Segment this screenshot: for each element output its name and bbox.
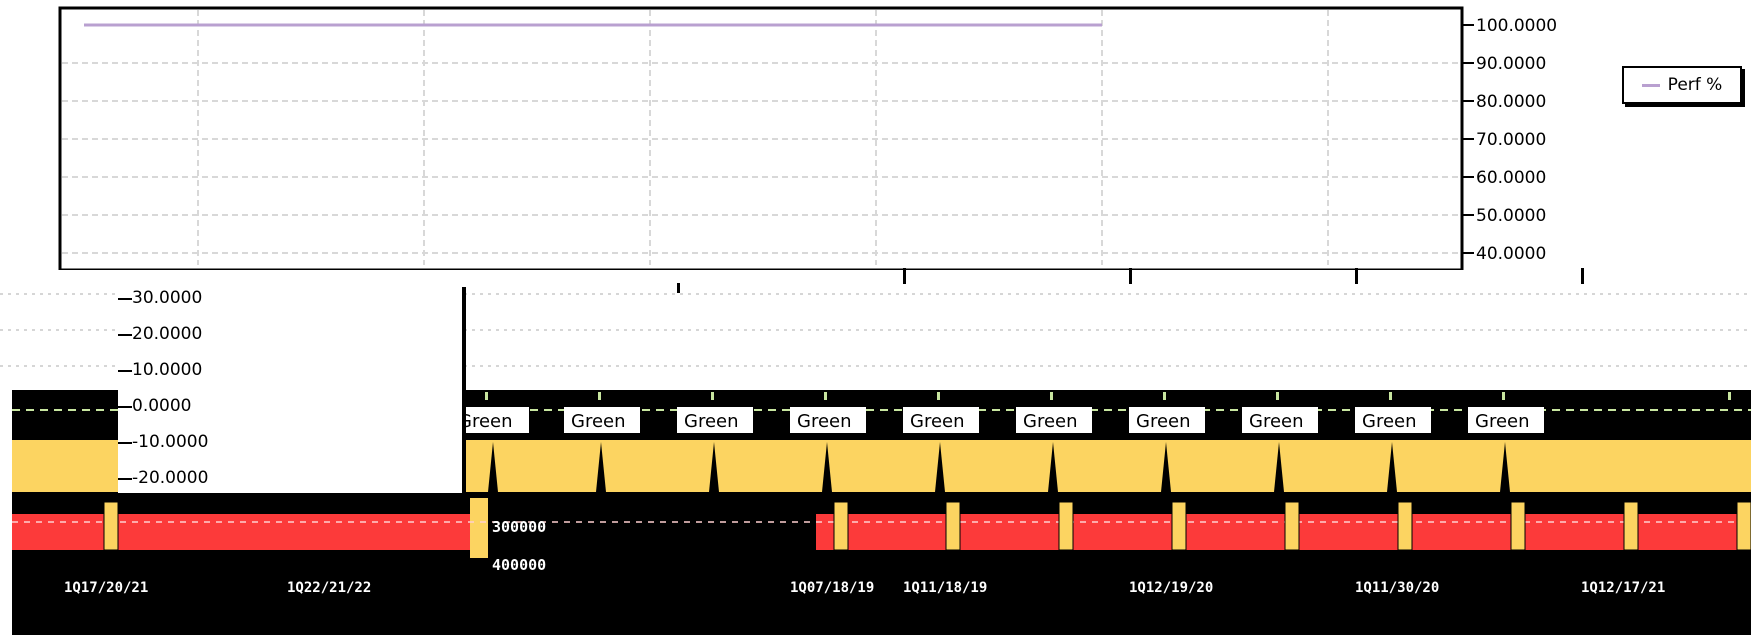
status-band: Green Green Green Green Green Green Gree…	[12, 390, 1751, 635]
overlay-axis-panel: 30.0000 20.0000 10.0000 0.0000 -10.0000 …	[118, 287, 466, 493]
status-badge-label: Green	[910, 411, 965, 432]
perf-chart: 100.0000 90.0000 80.0000 70.0000 60.0000…	[58, 6, 1557, 270]
status-badge	[903, 407, 979, 433]
overlay-tick-label: 30.0000	[132, 288, 203, 308]
perf-right-tick-label: 50.0000	[1476, 206, 1546, 226]
perf-hgrid	[62, 62, 1460, 254]
date-label: 1Q11/18/19	[903, 580, 988, 596]
perf-plot-area	[58, 6, 1464, 270]
status-badge	[564, 407, 640, 433]
red-band	[12, 514, 1751, 550]
perf-right-tick-label: 70.0000	[1476, 130, 1546, 150]
date-label: 1Q22/21/22	[287, 580, 372, 596]
perf-right-tick-label: 90.0000	[1476, 54, 1546, 74]
status-badge-label: Green	[1249, 411, 1304, 432]
overlay-tick-label: 10.0000	[132, 360, 203, 380]
scale-label: 300000	[492, 518, 547, 536]
status-badge-label: Green	[797, 411, 852, 432]
status-badge	[1242, 407, 1318, 433]
date-label: 1Q12/19/20	[1129, 580, 1214, 596]
status-badge-label: Green	[1136, 411, 1191, 432]
date-label: 1Q11/30/20	[1355, 580, 1440, 596]
status-badge	[790, 407, 866, 433]
status-badge	[1129, 407, 1205, 433]
status-badge	[1016, 407, 1092, 433]
date-label: 1Q07/18/19	[790, 580, 875, 596]
striped-markers	[103, 501, 1751, 551]
status-badges: Green Green Green Green Green Green Gree…	[453, 407, 1544, 433]
overlay-tick-label: 20.0000	[132, 324, 203, 344]
chart-legend: Perf %	[1622, 66, 1742, 104]
overlay-tick-label: -10.0000	[132, 432, 209, 452]
status-badge-label: Green	[684, 411, 739, 432]
perf-right-tick-label: 80.0000	[1476, 92, 1546, 112]
status-badge	[1468, 407, 1544, 433]
status-badge-label: Green	[571, 411, 626, 432]
perf-right-ticks	[1462, 24, 1474, 254]
status-badge-label: Green	[458, 411, 513, 432]
status-badge-label: Green	[1362, 411, 1417, 432]
perf-right-tick-label: 100.0000	[1476, 16, 1557, 36]
date-label: 1Q17/20/21	[64, 580, 149, 596]
perf-right-tick-label: 40.0000	[1476, 244, 1546, 264]
date-label: 1Q12/17/21	[1581, 580, 1666, 596]
scale-label: 400000	[492, 556, 547, 574]
legend-swatch	[1641, 83, 1660, 87]
status-badge	[1355, 407, 1431, 433]
status-badge-label: Green	[1475, 411, 1530, 432]
perf-right-tick-label: 60.0000	[1476, 168, 1546, 188]
overlay-tick-label: 0.0000	[132, 396, 192, 416]
legend-label: Perf %	[1667, 75, 1723, 95]
status-badge	[677, 407, 753, 433]
mid-grid	[0, 268, 1751, 367]
perf-vgrid	[197, 10, 1329, 265]
overlay-tick-label: -20.0000	[132, 468, 209, 488]
status-badge-label: Green	[1023, 411, 1078, 432]
